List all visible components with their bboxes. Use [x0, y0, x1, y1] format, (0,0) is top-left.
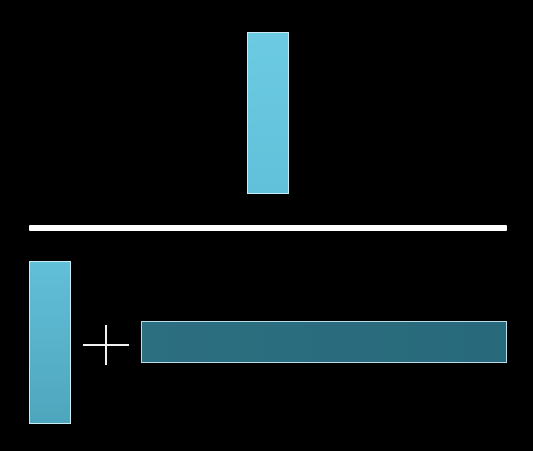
denominator-horizontal-bar — [141, 321, 507, 363]
plus-icon — [83, 325, 129, 365]
numerator-vertical-bar — [247, 32, 289, 194]
denominator-vertical-bar — [29, 261, 71, 424]
fraction-line — [29, 225, 507, 231]
